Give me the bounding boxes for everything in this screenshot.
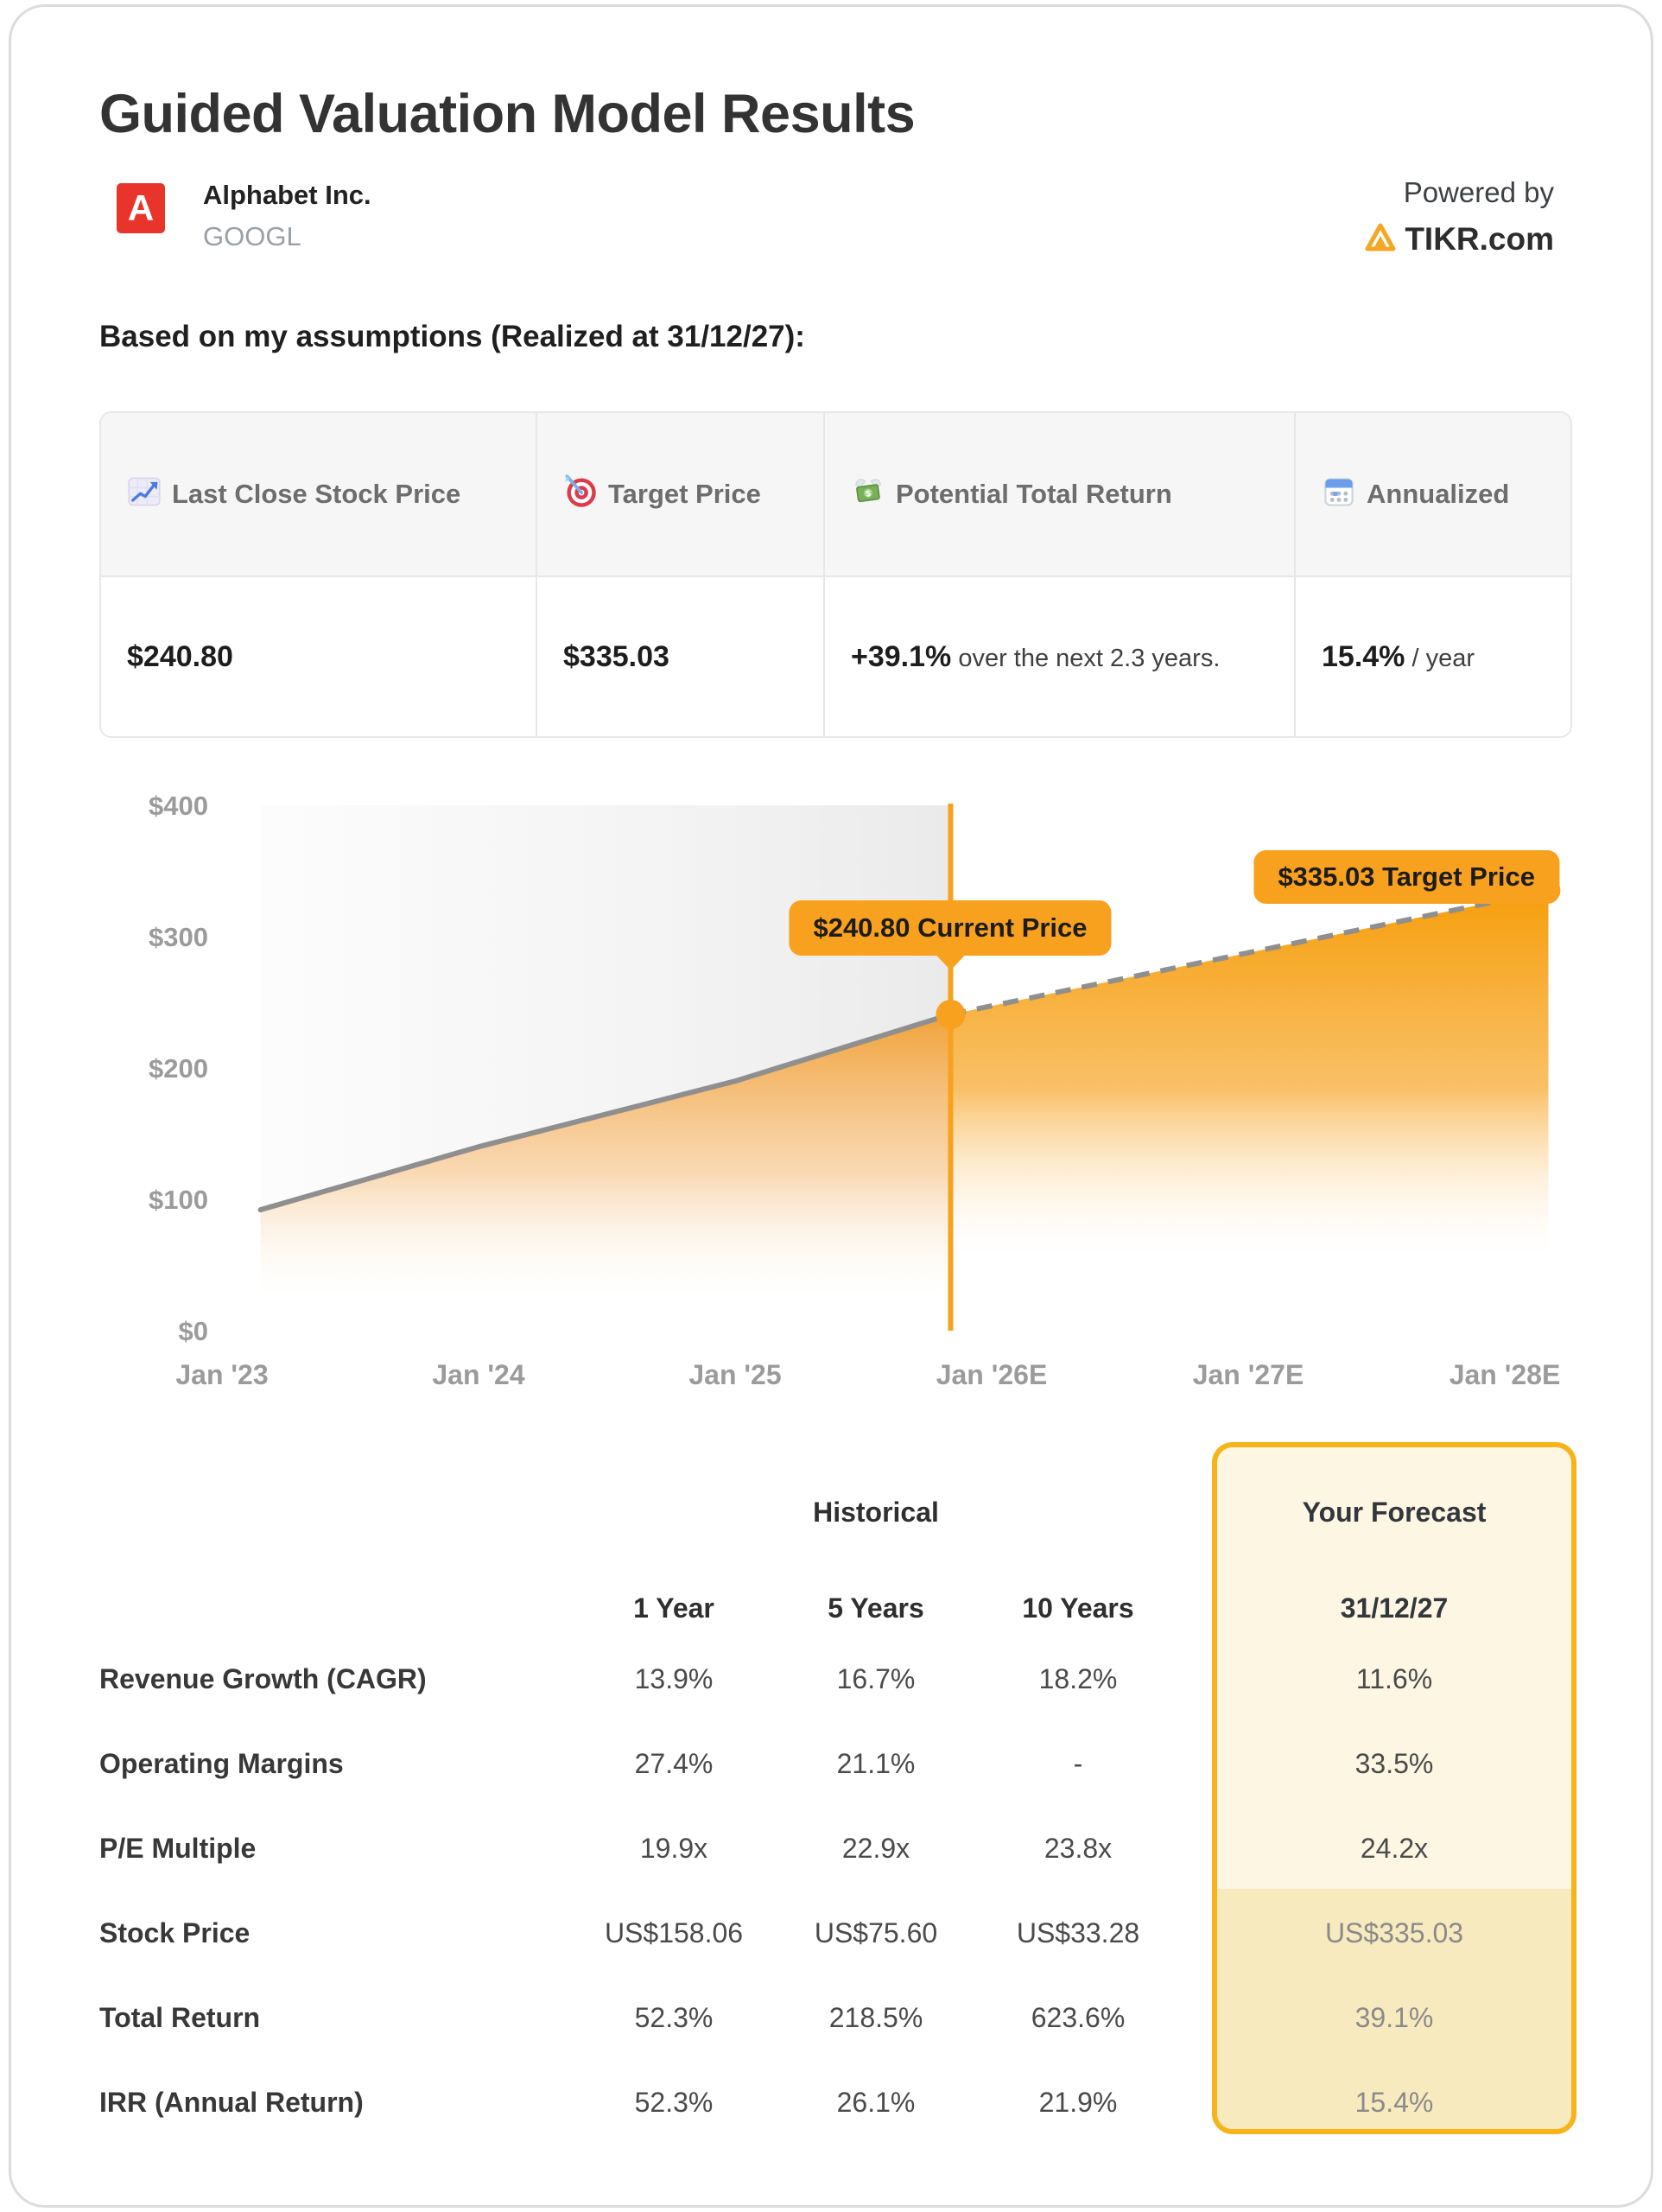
powered-by-block: Powered by TIKR.com: [1365, 176, 1554, 257]
row-label-revenue-growth: Revenue Growth (CAGR): [99, 1662, 427, 1694]
row-label-total-return: Total Return: [99, 2001, 261, 2033]
cell-value: 22.9x: [841, 1832, 910, 1864]
direct-hit-icon: [563, 474, 608, 515]
row-label-irr: IRR (Annual Return): [99, 2086, 364, 2118]
current-price-marker: [936, 999, 966, 1029]
calendar-icon: [1322, 474, 1367, 515]
forecast-group-header: Your Forecast: [1302, 1496, 1487, 1528]
powered-by-label: Powered by: [1403, 176, 1554, 208]
results-card: Guided Valuation Model Results A Alphabe…: [9, 4, 1653, 2208]
y-axis-labels: $0 $100 $200 $300 $400: [149, 791, 208, 1346]
page-title: Guided Valuation Model Results: [99, 84, 916, 144]
cell-value: -: [1073, 1747, 1083, 1779]
x-axis-labels: Jan '23 Jan '24 Jan '25 Jan '26E Jan '27E Jan…: [175, 1359, 1560, 1390]
summary-label: Potential Total Return: [896, 478, 1172, 509]
cell-value: 23.8x: [1044, 1832, 1113, 1864]
forecast-dark-band: [1217, 1889, 1571, 2129]
cell-value: 21.1%: [836, 1747, 916, 1779]
summary-label: Annualized: [1367, 478, 1510, 509]
chart-increasing-icon: [127, 474, 172, 515]
brand-name: TIKR.com: [1405, 221, 1554, 257]
forecast-area-fill: [950, 890, 1549, 1331]
col-header-5-years: 5 Years: [828, 1592, 924, 1624]
company-logo: A: [117, 183, 165, 233]
forecast-cell-value: 15.4%: [1354, 2086, 1434, 2118]
forecast-cell-value: 39.1%: [1354, 2001, 1434, 2033]
x-tick-label: Jan '27E: [1193, 1359, 1304, 1390]
forecast-price-line: [949, 887, 1550, 1017]
assumptions-heading: Based on my assumptions (Realized at 31/…: [99, 320, 805, 353]
stats-table: Historical Your Forecast 1 Year 5 Years …: [99, 1442, 1576, 2145]
last-close-price-value: $240.80: [101, 577, 537, 736]
y-tick-label: $100: [149, 1185, 208, 1215]
cell-value: 218.5%: [828, 2001, 923, 2033]
summary-label: Last Close Stock Price: [172, 478, 461, 509]
total-return-value: +39.1% over the next 2.3 years.: [825, 577, 1296, 736]
price-chart: $0 $100 $200 $300 $400 Jan '23 Jan '24 Jan '25…: [149, 791, 1561, 1390]
x-tick-label: Jan '23: [175, 1359, 268, 1390]
cell-value: 52.3%: [634, 2001, 714, 2033]
summary-label: Target Price: [608, 478, 761, 509]
cell-value: 18.2%: [1038, 1662, 1118, 1694]
spacer-cell: [99, 1580, 573, 1637]
target-price-value: $335.03: [537, 577, 825, 736]
historical-price-line: [257, 1011, 954, 1213]
forecast-cell-value: 24.2x: [1360, 1832, 1429, 1864]
money-with-wings-icon: $: [851, 474, 896, 515]
cell-value: 16.7%: [836, 1662, 916, 1694]
cell-value: 21.9%: [1038, 2086, 1118, 2118]
forecast-cell-value: 11.6%: [1355, 1662, 1433, 1694]
x-tick-label: Jan '25: [688, 1359, 781, 1390]
summary-header-target-price: Target Price: [537, 413, 825, 577]
cell-value: 26.1%: [836, 2086, 916, 2118]
col-header-1-year: 1 Year: [633, 1592, 714, 1624]
forecast-cell-value: US$335.03: [1324, 1916, 1464, 1948]
svg-text:$: $: [866, 489, 872, 499]
row-label-pe-multiple: P/E Multiple: [99, 1832, 257, 1864]
annualized-value: 15.4% / year: [1296, 577, 1570, 736]
cell-value: 19.9x: [639, 1832, 708, 1864]
cell-value: US$33.28: [1016, 1916, 1140, 1948]
x-tick-label: Jan '24: [432, 1359, 524, 1390]
historical-background-region: [260, 805, 951, 1211]
cell-value: US$158.06: [604, 1916, 744, 1948]
y-tick-label: $400: [149, 791, 208, 821]
cell-value: 13.9%: [634, 1662, 714, 1694]
x-tick-label: Jan '28E: [1449, 1359, 1561, 1390]
historical-area-fill: [260, 1014, 951, 1331]
cell-value: 623.6%: [1031, 2001, 1126, 2033]
row-label-operating-margins: Operating Margins: [99, 1747, 344, 1779]
historical-group-header: Historical: [813, 1496, 939, 1528]
row-label-stock-price: Stock Price: [99, 1916, 251, 1948]
forecast-date-header: 31/12/27: [1340, 1592, 1449, 1624]
col-header-10-years: 10 Years: [1022, 1592, 1134, 1624]
summary-header-annualized: Annualized: [1296, 413, 1570, 577]
y-tick-label: $200: [149, 1053, 208, 1084]
forecast-cell-value: 33.5%: [1354, 1747, 1434, 1779]
cell-value: US$75.60: [814, 1916, 938, 1948]
forecast-highlight-box: [1212, 1442, 1576, 2134]
y-tick-label: $0: [179, 1316, 208, 1346]
tikr-logo-icon: [1365, 223, 1396, 257]
x-tick-label: Jan '26E: [936, 1359, 1048, 1390]
cell-value: 27.4%: [634, 1747, 714, 1779]
summary-table: Last Close Stock Price Target Price $ Pot…: [99, 411, 1572, 738]
cell-value: 52.3%: [634, 2086, 714, 2118]
summary-header-last-close: Last Close Stock Price: [101, 413, 537, 577]
y-tick-label: $300: [149, 922, 208, 952]
target-price-badge: $335.03 Target Price: [1253, 850, 1559, 904]
current-price-badge: $240.80 Current Price: [789, 900, 1112, 956]
ticker-symbol: GOOGL: [203, 221, 301, 251]
summary-header-total-return: $ Potential Total Return: [825, 413, 1296, 577]
company-name: Alphabet Inc.: [203, 180, 371, 210]
